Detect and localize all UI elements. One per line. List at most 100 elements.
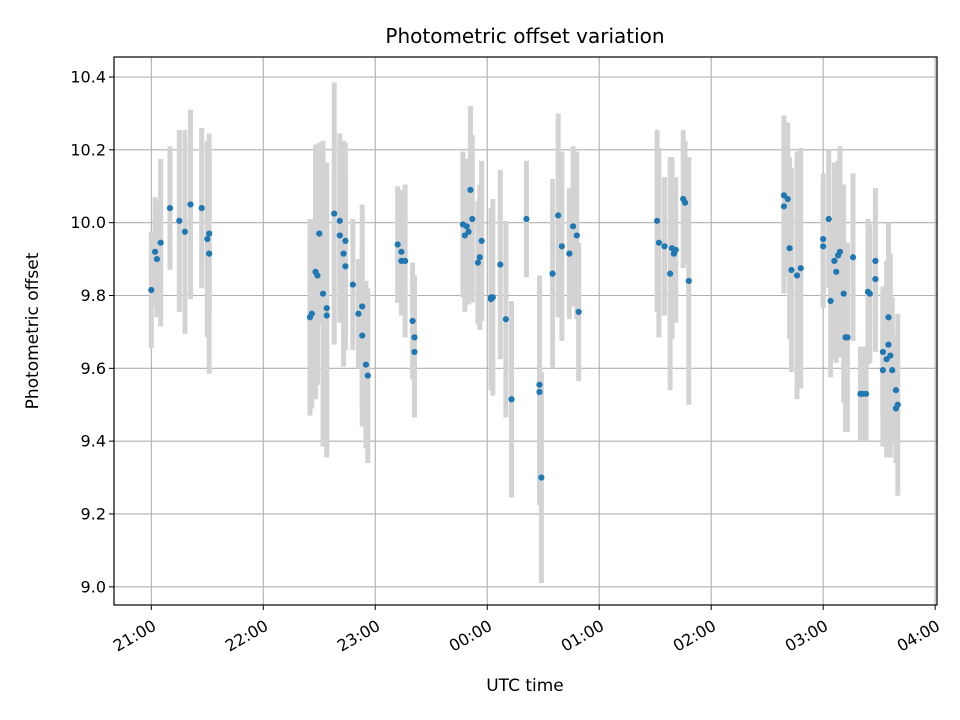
- data-point: [566, 250, 573, 257]
- data-point: [523, 215, 530, 223]
- data-point: [476, 254, 483, 261]
- data-point: [308, 310, 315, 317]
- data-point: [166, 205, 174, 212]
- data-point: [465, 228, 472, 235]
- data-point: [831, 257, 838, 265]
- data-point: [176, 217, 183, 224]
- data-point: [478, 237, 485, 244]
- data-point: [342, 263, 349, 270]
- y-axis: 9.0 9.2 9.4 9.6 9.8 10.0 10.2 10.4: [70, 68, 114, 596]
- data-point: [549, 270, 556, 277]
- data-point: [340, 250, 347, 257]
- data-point: [661, 243, 668, 250]
- data-point: [820, 235, 827, 243]
- data-point: [394, 241, 401, 248]
- data-point: [536, 381, 543, 388]
- data-point: [323, 312, 330, 319]
- data-point: [497, 261, 504, 268]
- data-point: [685, 277, 692, 285]
- data-point: [323, 305, 330, 312]
- data-point: [885, 341, 892, 348]
- data-point: [786, 245, 793, 252]
- data-point: [672, 246, 679, 254]
- y-tick-label: 9.6: [81, 359, 106, 378]
- data-point: [355, 310, 362, 317]
- data-point: [469, 215, 476, 223]
- data-point: [153, 255, 161, 263]
- data-point: [833, 268, 840, 275]
- data-point: [314, 272, 321, 279]
- data-point: [187, 201, 194, 208]
- data-point: [342, 237, 349, 244]
- data-point: [349, 281, 356, 288]
- data-point: [411, 348, 418, 356]
- data-point: [359, 303, 366, 310]
- data-point: [793, 272, 801, 279]
- data-point: [866, 290, 873, 297]
- y-tick-label: 10.4: [70, 68, 106, 87]
- data-point: [148, 286, 155, 294]
- data-point: [892, 387, 900, 394]
- data-point: [653, 217, 661, 224]
- plot-frame: [113, 56, 938, 606]
- data-point: [316, 230, 323, 237]
- y-tick-label: 9.8: [81, 286, 106, 305]
- y-tick-label: 10.2: [70, 140, 106, 159]
- data-point: [573, 232, 580, 239]
- data-point: [885, 314, 892, 321]
- data-point: [474, 259, 482, 266]
- data-point: [536, 388, 543, 396]
- data-point: [157, 239, 164, 246]
- data-point: [331, 210, 338, 217]
- data-point: [820, 243, 827, 250]
- point-layer: [148, 186, 901, 481]
- x-axis-title: UTC time: [486, 676, 564, 696]
- y-axis-title: Photometric offset: [23, 252, 43, 409]
- data-point: [887, 352, 894, 359]
- data-point: [467, 186, 474, 194]
- data-point: [889, 367, 896, 374]
- y-tick-label: 9.2: [81, 504, 106, 523]
- data-point: [879, 348, 886, 356]
- data-point: [364, 372, 371, 379]
- data-point: [198, 205, 205, 212]
- data-point: [862, 390, 870, 397]
- data-point: [402, 257, 409, 265]
- data-point: [655, 239, 663, 246]
- chart-title: Photometric offset variation: [385, 24, 664, 48]
- data-point: [667, 270, 674, 277]
- data-point: [872, 276, 879, 283]
- data-point: [836, 248, 844, 255]
- data-point: [336, 217, 343, 224]
- data-point: [872, 257, 879, 265]
- data-point: [409, 317, 416, 325]
- data-point: [336, 232, 343, 239]
- data-point: [849, 254, 857, 261]
- data-point: [362, 361, 370, 368]
- data-point: [681, 199, 689, 206]
- y-tick-label: 10.0: [70, 213, 106, 232]
- data-point: [359, 332, 366, 339]
- data-point: [844, 334, 851, 341]
- data-point: [502, 316, 510, 323]
- data-point: [879, 367, 886, 374]
- data-point: [575, 308, 582, 315]
- data-point: [206, 250, 213, 257]
- data-point: [398, 248, 405, 255]
- data-point: [797, 265, 804, 272]
- data-point: [825, 215, 832, 223]
- y-tick-label: 9.4: [81, 432, 106, 451]
- data-point: [538, 474, 545, 481]
- data-point: [319, 290, 327, 297]
- data-point: [151, 248, 159, 255]
- data-point: [569, 223, 577, 230]
- data-point: [827, 297, 834, 305]
- data-point: [508, 396, 515, 403]
- data-point: [555, 212, 562, 219]
- data-point: [489, 294, 496, 301]
- data-point: [784, 195, 791, 203]
- data-point: [206, 230, 213, 237]
- data-point: [558, 243, 565, 250]
